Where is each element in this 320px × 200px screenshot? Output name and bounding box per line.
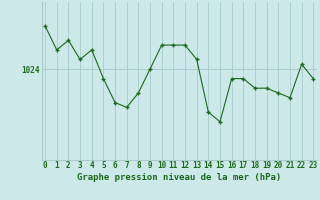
X-axis label: Graphe pression niveau de la mer (hPa): Graphe pression niveau de la mer (hPa) [77, 173, 281, 182]
